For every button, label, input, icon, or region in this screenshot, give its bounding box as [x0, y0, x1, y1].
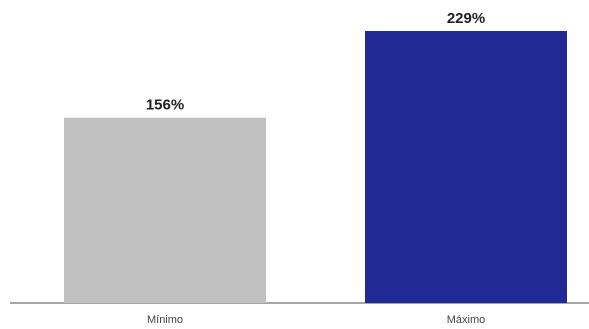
bar-maximo	[365, 31, 567, 303]
x-tick-labels-group: Mínimo Máximo	[147, 314, 485, 326]
value-label-maximo: 229%	[447, 10, 485, 27]
value-label-minimo: 156%	[146, 97, 184, 114]
x-tick-label-minimo: Mínimo	[147, 314, 183, 326]
value-labels-group: 156% 229%	[146, 10, 485, 114]
bar-minimo	[64, 117, 266, 303]
x-tick-label-maximo: Máximo	[447, 314, 486, 326]
bars-group	[64, 31, 567, 303]
